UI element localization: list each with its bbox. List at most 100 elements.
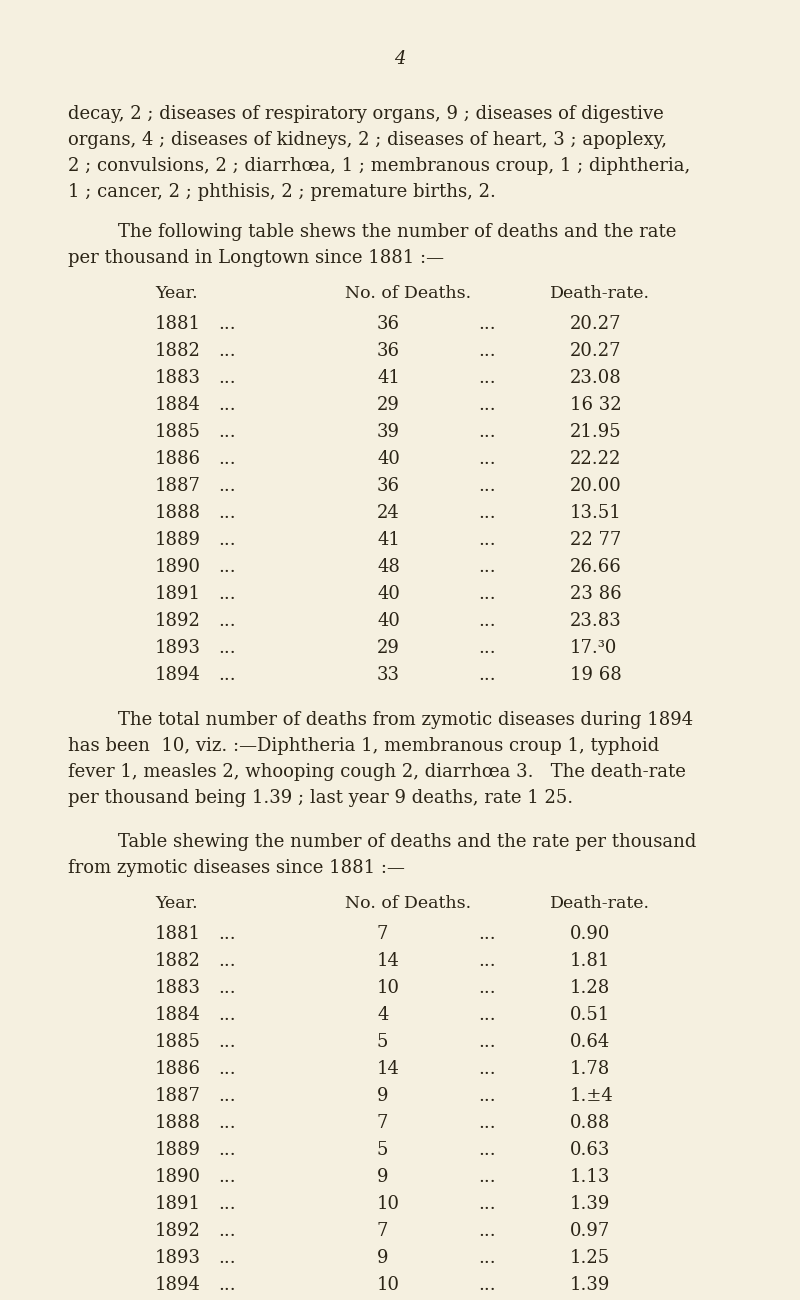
Text: 17.³0: 17.³0 xyxy=(570,640,618,656)
Text: 1 ; cancer, 2 ; phthisis, 2 ; premature births, 2.: 1 ; cancer, 2 ; phthisis, 2 ; premature … xyxy=(68,183,496,202)
Text: 14: 14 xyxy=(377,952,400,970)
Text: ...: ... xyxy=(218,558,236,576)
Text: 1.78: 1.78 xyxy=(570,1060,610,1078)
Text: ...: ... xyxy=(478,1167,496,1186)
Text: 1884: 1884 xyxy=(155,396,201,413)
Text: ...: ... xyxy=(478,504,496,523)
Text: 13.51: 13.51 xyxy=(570,504,622,523)
Text: ...: ... xyxy=(218,952,236,970)
Text: ...: ... xyxy=(478,1222,496,1240)
Text: 14: 14 xyxy=(377,1060,400,1078)
Text: ...: ... xyxy=(478,1277,496,1294)
Text: ...: ... xyxy=(218,1034,236,1050)
Text: from zymotic diseases since 1881 :—: from zymotic diseases since 1881 :— xyxy=(68,859,405,878)
Text: 19 68: 19 68 xyxy=(570,666,622,684)
Text: 24: 24 xyxy=(377,504,400,523)
Text: ...: ... xyxy=(478,477,496,495)
Text: ...: ... xyxy=(218,315,236,333)
Text: ...: ... xyxy=(218,477,236,495)
Text: ...: ... xyxy=(218,585,236,603)
Text: 36: 36 xyxy=(377,477,400,495)
Text: 4: 4 xyxy=(377,1006,388,1024)
Text: 22.22: 22.22 xyxy=(570,450,622,468)
Text: 7: 7 xyxy=(377,1222,388,1240)
Text: ...: ... xyxy=(218,1249,236,1268)
Text: 1.13: 1.13 xyxy=(570,1167,610,1186)
Text: 16 32: 16 32 xyxy=(570,396,622,413)
Text: 1886: 1886 xyxy=(155,1060,201,1078)
Text: fever 1, measles 2, whooping cough 2, diarrhœa 3.   The death-rate: fever 1, measles 2, whooping cough 2, di… xyxy=(68,763,686,781)
Text: 20.27: 20.27 xyxy=(570,315,622,333)
Text: 1.±4: 1.±4 xyxy=(570,1087,614,1105)
Text: ...: ... xyxy=(218,1167,236,1186)
Text: 1892: 1892 xyxy=(155,612,201,630)
Text: 0.90: 0.90 xyxy=(570,926,610,942)
Text: 1.81: 1.81 xyxy=(570,952,610,970)
Text: 1888: 1888 xyxy=(155,1114,201,1132)
Text: 1890: 1890 xyxy=(155,558,201,576)
Text: 9: 9 xyxy=(377,1167,389,1186)
Text: 9: 9 xyxy=(377,1249,389,1268)
Text: ...: ... xyxy=(478,979,496,997)
Text: ...: ... xyxy=(478,926,496,942)
Text: ...: ... xyxy=(478,396,496,413)
Text: 7: 7 xyxy=(377,1114,388,1132)
Text: 40: 40 xyxy=(377,585,400,603)
Text: The total number of deaths from zymotic diseases during 1894: The total number of deaths from zymotic … xyxy=(118,711,693,729)
Text: ...: ... xyxy=(478,342,496,360)
Text: 1892: 1892 xyxy=(155,1222,201,1240)
Text: 1883: 1883 xyxy=(155,979,201,997)
Text: ...: ... xyxy=(478,369,496,387)
Text: Death-rate.: Death-rate. xyxy=(550,285,650,302)
Text: 20.00: 20.00 xyxy=(570,477,622,495)
Text: 26.66: 26.66 xyxy=(570,558,622,576)
Text: 1.25: 1.25 xyxy=(570,1249,610,1268)
Text: ...: ... xyxy=(478,585,496,603)
Text: 1882: 1882 xyxy=(155,342,201,360)
Text: ...: ... xyxy=(218,422,236,441)
Text: ...: ... xyxy=(478,1060,496,1078)
Text: 23.08: 23.08 xyxy=(570,369,622,387)
Text: 40: 40 xyxy=(377,612,400,630)
Text: ...: ... xyxy=(478,666,496,684)
Text: ...: ... xyxy=(478,1141,496,1160)
Text: ...: ... xyxy=(478,530,496,549)
Text: 1888: 1888 xyxy=(155,504,201,523)
Text: 1882: 1882 xyxy=(155,952,201,970)
Text: ...: ... xyxy=(218,1222,236,1240)
Text: has been  10, viz. :—Diphtheria 1, membranous croup 1, typhoid: has been 10, viz. :—Diphtheria 1, membra… xyxy=(68,737,659,755)
Text: 1884: 1884 xyxy=(155,1006,201,1024)
Text: 1885: 1885 xyxy=(155,1034,201,1050)
Text: ...: ... xyxy=(218,1141,236,1160)
Text: ...: ... xyxy=(478,1034,496,1050)
Text: 40: 40 xyxy=(377,450,400,468)
Text: ...: ... xyxy=(478,1195,496,1213)
Text: 1.39: 1.39 xyxy=(570,1277,610,1294)
Text: 0.63: 0.63 xyxy=(570,1141,610,1160)
Text: 1891: 1891 xyxy=(155,1195,201,1213)
Text: Table shewing the number of deaths and the rate per thousand: Table shewing the number of deaths and t… xyxy=(118,833,696,852)
Text: 20.27: 20.27 xyxy=(570,342,622,360)
Text: ...: ... xyxy=(218,1006,236,1024)
Text: 48: 48 xyxy=(377,558,400,576)
Text: 1883: 1883 xyxy=(155,369,201,387)
Text: ...: ... xyxy=(478,952,496,970)
Text: 1893: 1893 xyxy=(155,640,201,656)
Text: ...: ... xyxy=(478,1087,496,1105)
Text: ...: ... xyxy=(218,1060,236,1078)
Text: 0.64: 0.64 xyxy=(570,1034,610,1050)
Text: ...: ... xyxy=(218,1114,236,1132)
Text: ...: ... xyxy=(218,369,236,387)
Text: 5: 5 xyxy=(377,1034,388,1050)
Text: ...: ... xyxy=(218,342,236,360)
Text: 10: 10 xyxy=(377,1195,400,1213)
Text: ...: ... xyxy=(478,1006,496,1024)
Text: ...: ... xyxy=(218,979,236,997)
Text: 0.97: 0.97 xyxy=(570,1222,610,1240)
Text: 29: 29 xyxy=(377,640,400,656)
Text: 41: 41 xyxy=(377,530,400,549)
Text: ...: ... xyxy=(478,558,496,576)
Text: ...: ... xyxy=(218,666,236,684)
Text: 1890: 1890 xyxy=(155,1167,201,1186)
Text: 33: 33 xyxy=(377,666,400,684)
